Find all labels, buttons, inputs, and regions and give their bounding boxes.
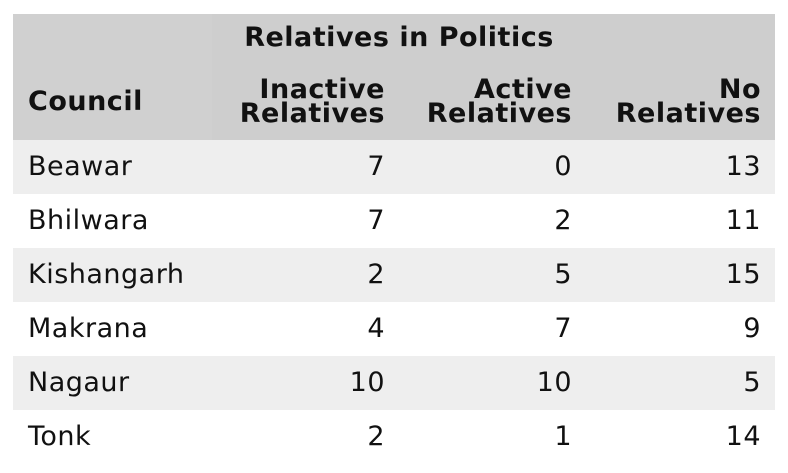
column-header-none-line1: No: [718, 74, 761, 105]
inactive-cell: 4: [367, 313, 385, 344]
active-cell: 5: [554, 259, 572, 290]
inactive-cell: 10: [349, 367, 385, 398]
column-header-active-line2: Relatives: [426, 98, 572, 129]
column-header-inactive-label: Inactive Relatives: [239, 74, 385, 129]
group-header-row: Relatives in Politics: [13, 14, 775, 68]
none-cell: 13: [725, 151, 761, 182]
table-row: Nagaur 10 10 5: [13, 356, 775, 410]
header-group-cell-a: [212, 14, 399, 68]
none-cell: 11: [725, 205, 761, 236]
active-cell: 10: [536, 367, 572, 398]
column-header-none-line2: Relatives: [615, 98, 761, 129]
column-header-inactive-line2: Relatives: [239, 98, 385, 129]
none-cell: 14: [725, 421, 761, 452]
active-cell: 1: [554, 421, 572, 452]
active-cell: 0: [554, 151, 572, 182]
table-row: Bhilwara 7 2 11: [13, 194, 775, 248]
none-cell: 9: [743, 313, 761, 344]
table-row: Makrana 4 7 9: [13, 302, 775, 356]
column-header-none-label: No Relatives: [615, 74, 761, 129]
column-header-active-label: Active Relatives: [426, 74, 572, 129]
inactive-cell: 7: [367, 151, 385, 182]
header-spacer-cell: [13, 14, 212, 68]
group-header-title: Relatives in Politics: [244, 22, 554, 53]
none-cell: 15: [725, 259, 761, 290]
active-cell: 2: [554, 205, 572, 236]
inactive-cell: 2: [367, 259, 385, 290]
table-row: Tonk 2 1 14: [13, 410, 775, 464]
none-cell: 5: [743, 367, 761, 398]
column-header-inactive-line1: Inactive: [259, 74, 385, 105]
council-cell: Bhilwara: [28, 205, 149, 236]
council-cell: Tonk: [28, 421, 92, 452]
header-spacer-cell-right: [586, 14, 775, 68]
inactive-cell: 7: [367, 205, 385, 236]
inactive-cell: 2: [367, 421, 385, 452]
relatives-table: Relatives in Politics Council Inactive R…: [13, 14, 775, 464]
column-header-none: No Relatives: [586, 68, 775, 140]
council-cell: Nagaur: [28, 367, 130, 398]
council-cell: Kishangarh: [28, 259, 185, 290]
council-cell: Beawar: [28, 151, 133, 182]
council-cell: Makrana: [28, 313, 149, 344]
column-header-council-label: Council: [28, 86, 143, 117]
table-row: Beawar 7 0 13: [13, 140, 775, 194]
column-header-inactive: Inactive Relatives: [212, 68, 399, 140]
header-group-cell-b: [399, 14, 586, 68]
column-header-council: Council: [13, 68, 212, 140]
column-header-active-line1: Active: [474, 74, 572, 105]
table-row: Kishangarh 2 5 15: [13, 248, 775, 302]
active-cell: 7: [554, 313, 572, 344]
column-header-row: Council Inactive Relatives Active Relati…: [13, 68, 775, 140]
column-header-active: Active Relatives: [399, 68, 586, 140]
